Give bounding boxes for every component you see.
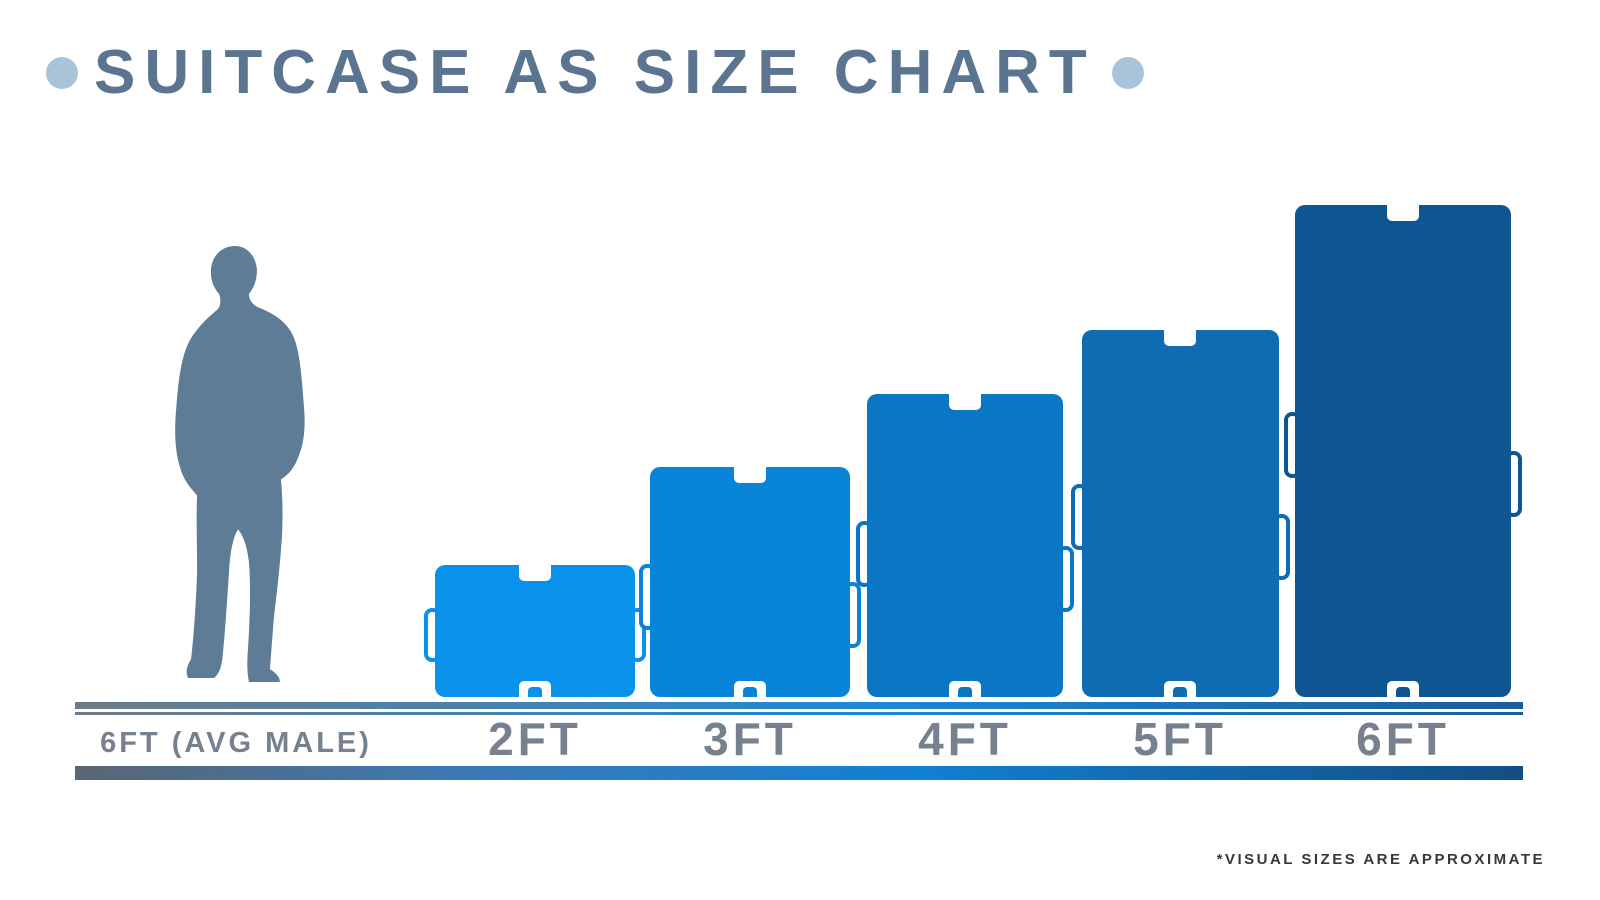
wheel-icon (1396, 687, 1410, 697)
ground-line-thin (75, 712, 1523, 715)
page-title: SUITCASE AS SIZE CHART (94, 38, 1096, 107)
bottom-gradient-bar (75, 766, 1523, 780)
handle-notch-bottom (1164, 681, 1196, 697)
suitcase-2ft (424, 565, 646, 697)
handle-notch-top (519, 565, 551, 581)
handle-notch-top (1387, 205, 1419, 221)
wheel-icon (1173, 687, 1187, 697)
suitcase-body (1081, 330, 1279, 697)
handle-notch-top (949, 394, 981, 410)
suitcase-body (1295, 205, 1511, 697)
handle-notch-bottom (519, 681, 551, 697)
size-label-6ft: 6FT (1356, 713, 1450, 765)
size-label-4ft: 4FT (918, 713, 1012, 765)
page-title-row: SUITCASE AS SIZE CHART (46, 42, 1144, 104)
ground-line-thick (75, 702, 1523, 709)
suitcase-body (435, 565, 635, 697)
suitcase-6ft (1284, 205, 1522, 697)
title-dot-left-icon (46, 57, 78, 89)
handle-notch-bottom (949, 681, 981, 697)
footnote: *VISUAL SIZES ARE APPROXIMATE (1216, 851, 1545, 868)
man-silhouette (175, 245, 305, 683)
title-dot-right-icon (1111, 57, 1144, 89)
handle-notch-top (734, 467, 766, 483)
wheel-icon (743, 687, 757, 697)
man-silhouette-path (175, 245, 305, 683)
wheel-icon (528, 687, 542, 697)
handle-notch-top (1164, 330, 1196, 346)
suitcase-5ft (1070, 330, 1290, 697)
size-label-5ft: 5FT (1133, 713, 1227, 765)
suitcase-3ft (639, 467, 861, 697)
reference-figure-label: 6FT (AVG MALE) (100, 727, 372, 759)
suitcase-body (867, 394, 1063, 697)
size-label-3ft: 3FT (703, 713, 797, 765)
suitcase-body (650, 467, 850, 697)
handle-notch-bottom (1387, 681, 1419, 697)
suitcase-4ft (856, 394, 1074, 697)
handle-notch-bottom (734, 681, 766, 697)
size-label-2ft: 2FT (488, 713, 582, 765)
wheel-icon (958, 687, 972, 697)
